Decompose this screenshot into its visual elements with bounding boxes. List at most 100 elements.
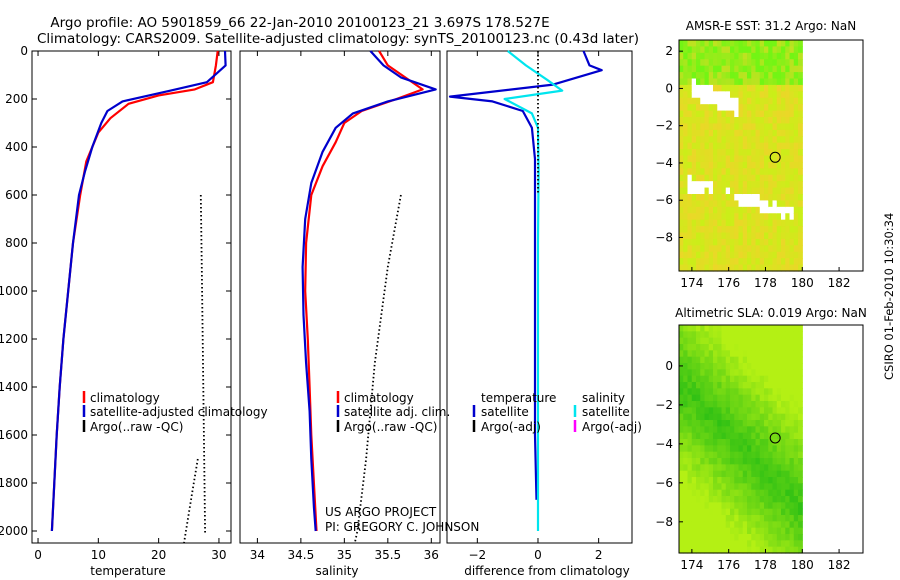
map-cell [781,181,786,189]
map-cell [781,129,786,137]
map-cell [751,206,757,214]
map-cell [687,331,693,339]
map-cell [742,439,748,446]
map-cell [725,129,731,137]
map-cell [759,489,765,497]
map-cell [734,502,740,510]
map-cell [759,458,765,465]
map-cell [742,489,748,497]
map-cell [789,194,795,202]
map-cell [768,226,774,234]
map-cell [691,129,697,137]
map-cell [734,40,740,48]
map-cell [717,104,723,112]
map-cell [713,174,718,182]
map-cell [798,110,803,118]
map-cell [789,337,795,345]
map-cell [687,59,693,67]
map-cell [696,194,701,202]
map-cell [734,155,740,163]
map-cell [789,142,795,150]
map-cell [704,117,710,125]
map-cell [687,483,693,491]
map-cell [764,194,769,202]
map-cell [683,65,689,73]
map-cell [764,123,769,131]
map-cell [708,464,714,472]
map-cell [708,508,714,516]
map-cell [764,110,769,118]
map-cell [734,413,740,421]
map-cell [789,136,795,144]
map-cell [696,426,701,434]
map-cell [696,515,701,522]
map-cell [755,251,761,259]
map-cell [734,238,740,246]
map-cell [717,174,723,182]
map-cell [717,369,723,377]
map-cell [687,46,693,54]
map-cell [713,369,718,377]
map-cell [704,458,710,465]
y-tick-label: 1000 [0,284,28,298]
map-cell [776,219,782,227]
legend-label: satellite [481,405,529,419]
map-cell [730,356,735,364]
map-cell [725,161,731,169]
map-cell [691,52,697,60]
map-cell [772,52,778,60]
map-cell [679,502,684,510]
map-cell [798,181,803,189]
map-cell [708,350,714,358]
map-cell [687,363,693,370]
map-cell [738,502,744,510]
map-cell [755,206,761,214]
project-credit: US ARGO PROJECT [325,505,437,519]
map-cell [696,470,701,478]
map-cell [747,477,752,484]
map-cell [738,515,744,522]
map-cell [768,337,774,345]
map-cell [793,470,799,478]
map-cell [798,238,803,246]
map-cell [725,59,731,67]
map-cell [781,251,786,259]
map-cell [713,325,718,332]
map-cell [793,331,799,339]
map-cell [764,251,769,259]
map-cell [700,213,706,221]
map-cell [751,123,757,131]
map-cell [687,245,693,253]
map-cell [696,483,701,491]
map-cell [755,496,761,503]
map-cell [696,363,701,370]
map-cell [700,149,706,157]
map-cell [759,65,765,73]
map-cell [755,168,761,176]
map-cell [776,91,782,99]
map-cell [717,413,723,421]
map-cell [691,181,697,189]
map-cell [691,194,697,202]
map-cell [700,168,706,176]
map-cell [798,432,803,440]
map-cell [781,420,786,427]
map-cell [704,527,710,535]
y-tick-label: −4 [655,156,673,170]
map-cell [691,350,697,358]
map-cell [730,439,735,446]
map-cell [717,363,723,370]
map-cell [772,226,778,234]
map-cell [704,445,710,453]
x-tick-label: 182 [828,276,851,290]
map-cell [764,445,769,453]
map-cell [764,213,769,221]
map-cell [759,40,765,48]
map-cell [696,142,701,150]
map-cell [751,213,757,221]
map-cell [747,213,752,221]
map-cell [730,65,735,73]
map-cell [717,123,723,131]
map-cell [772,521,778,529]
map-cell [759,527,765,535]
